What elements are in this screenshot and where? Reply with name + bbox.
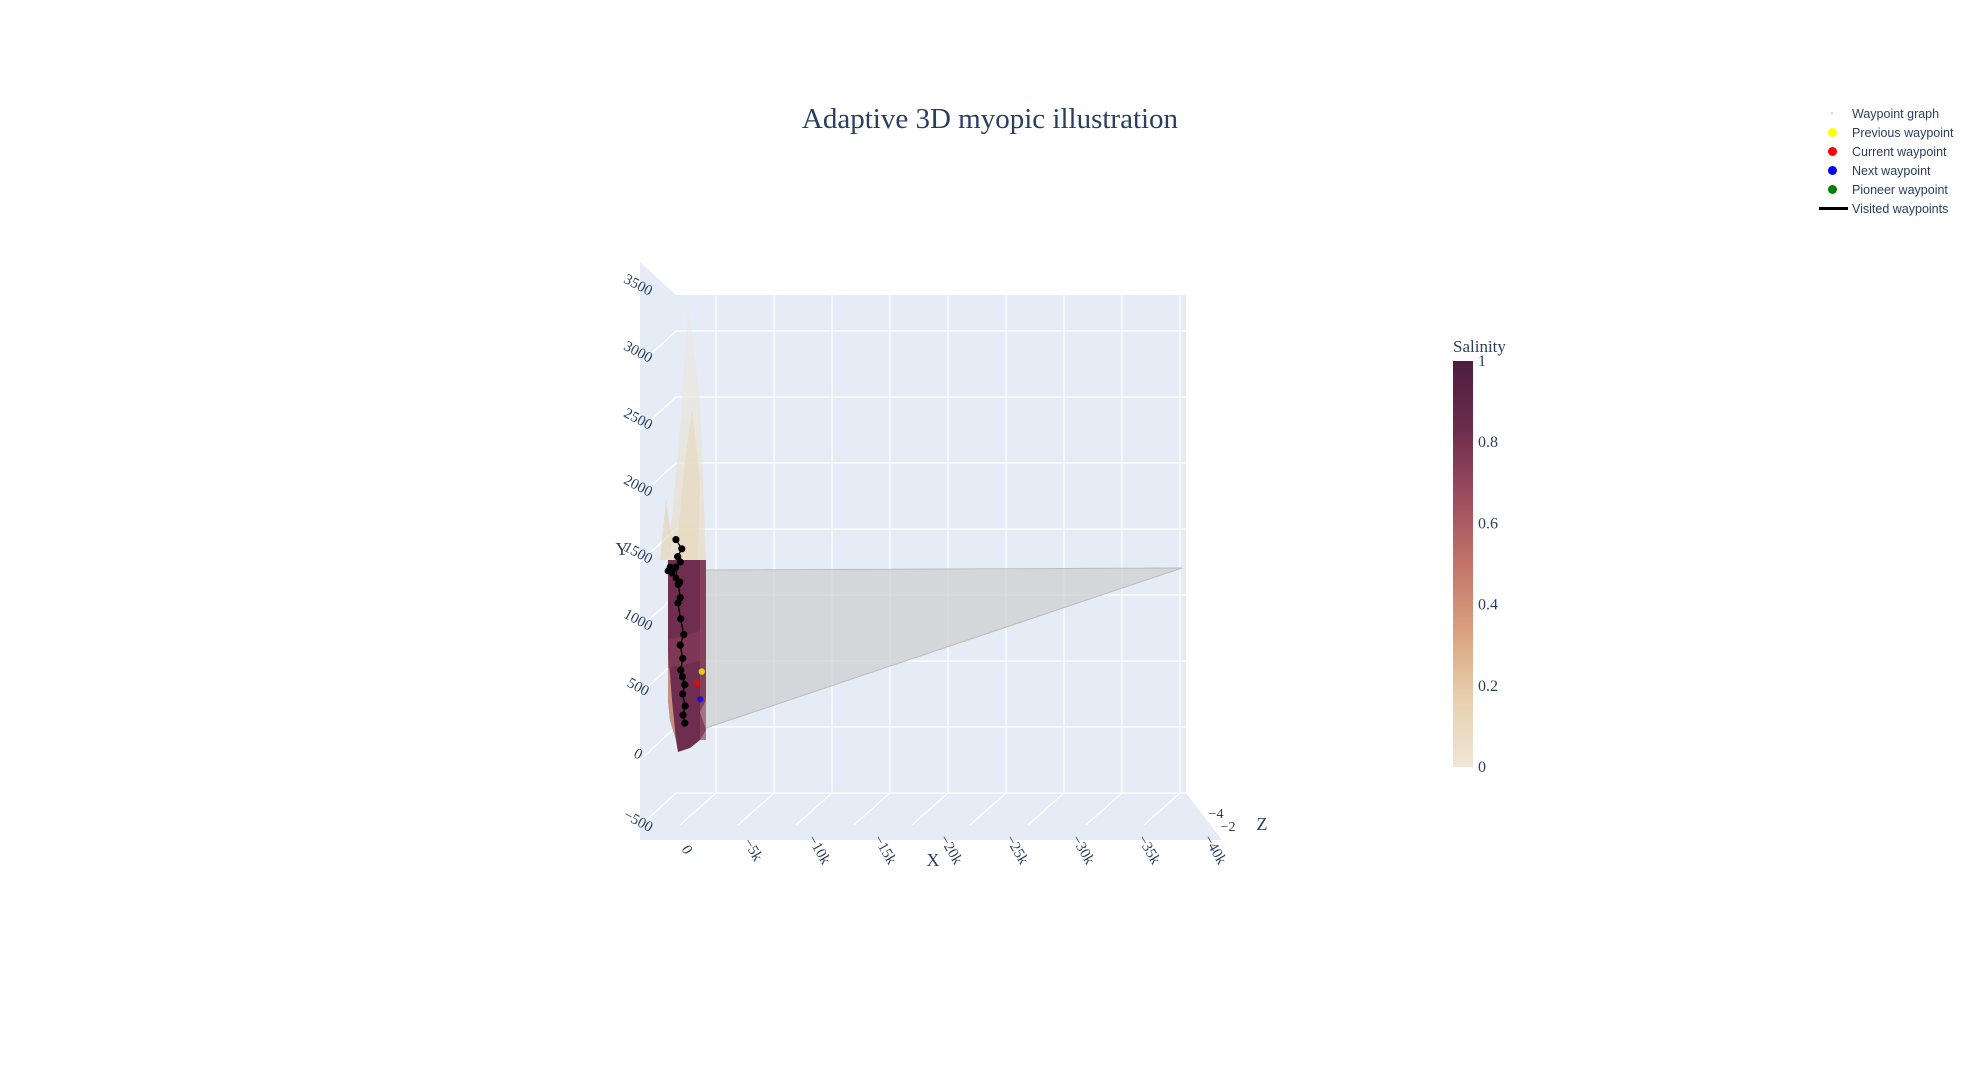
visited-waypoint xyxy=(678,673,687,681)
back-wall xyxy=(676,295,1186,793)
legend-marker xyxy=(1828,166,1837,175)
chart-title: Adaptive 3D myopic illustration xyxy=(802,103,1179,135)
grid-side-line xyxy=(639,462,677,497)
legend-marker xyxy=(1828,185,1837,194)
colorbar-tick-label: 0.4 xyxy=(1478,597,1498,614)
colorbar: Salinity 0 0.2 0.4 0.6 0.8 1 xyxy=(1453,337,1506,776)
legend-item[interactable]: Current waypoint xyxy=(1818,142,1953,161)
visited-waypoint xyxy=(677,615,685,623)
visited-waypoint xyxy=(678,545,686,553)
salinity-column-light xyxy=(668,650,676,740)
previous-waypoint xyxy=(698,668,705,675)
visited-waypoint xyxy=(676,558,684,566)
legend-item[interactable]: Waypoint graph xyxy=(1818,104,1953,123)
legend-swatch-icon xyxy=(1818,161,1848,180)
x-axis-label: X xyxy=(927,850,940,870)
ghost-spike-3 xyxy=(660,500,672,560)
legend-marker xyxy=(1828,147,1837,156)
z-tick-label: −2 xyxy=(1221,820,1236,835)
colorbar-tick-label: 1 xyxy=(1478,353,1486,370)
x-tick-label: 0 xyxy=(678,843,696,857)
legend-marker xyxy=(1831,112,1833,114)
grid-side-line xyxy=(639,792,677,827)
visited-waypoint xyxy=(681,702,689,710)
legend-label: Visited waypoints xyxy=(1852,201,1949,216)
waypoints-layer xyxy=(664,535,705,727)
colorbar-tick-label: 0.2 xyxy=(1478,678,1498,695)
visited-waypoint xyxy=(679,654,687,662)
legend: Waypoint graph Previous waypoint Current w… xyxy=(1818,104,1953,218)
legend-marker xyxy=(1828,128,1837,137)
grid-side-line xyxy=(639,726,677,761)
colorbar-ticks: 0 0.2 0.4 0.6 0.8 1 xyxy=(1478,353,1498,776)
salinity-column-mid xyxy=(668,630,704,668)
colorbar-tick-label: 0.8 xyxy=(1478,434,1498,451)
legend-marker xyxy=(1819,207,1848,210)
x-tick-label: −5k xyxy=(740,836,766,865)
salinity-column xyxy=(668,560,706,752)
grid-floor-line xyxy=(1027,792,1065,826)
grid-floor-line xyxy=(1143,792,1181,826)
grid-floor-line xyxy=(853,792,891,826)
legend-label: Next waypoint xyxy=(1852,163,1931,178)
z-axis-ticks: −2−4 xyxy=(1209,807,1236,835)
legend-swatch-icon xyxy=(1818,104,1848,123)
visited-waypoint xyxy=(671,563,680,571)
legend-swatch-icon xyxy=(1818,180,1848,199)
grid-side-line xyxy=(639,330,677,365)
legend-label: Pioneer waypoint xyxy=(1852,182,1948,197)
colorbar-tick-label: 0.6 xyxy=(1478,515,1498,532)
colorbar-tick-label: 0 xyxy=(1478,759,1486,776)
visited-waypoint xyxy=(664,567,672,575)
grid-side-line xyxy=(639,396,677,431)
ghost-spike-2 xyxy=(676,410,700,560)
grid-floor-line xyxy=(679,792,717,826)
visited-waypoint xyxy=(677,666,685,674)
visited-waypoint xyxy=(676,578,684,586)
legend-item[interactable]: Previous waypoint xyxy=(1818,123,1953,142)
grid-floor-line xyxy=(969,792,1007,826)
z-axis-label: Z xyxy=(1257,814,1268,834)
legend-swatch-icon xyxy=(1818,142,1848,161)
grid-floor-line xyxy=(737,792,775,826)
x-tick-label: −40k xyxy=(1200,833,1230,868)
legend-item[interactable]: Pioneer waypoint xyxy=(1818,180,1953,199)
visited-waypoint xyxy=(672,535,680,544)
side-wall xyxy=(640,262,676,825)
visited-waypoint xyxy=(679,690,687,698)
ghost-surface xyxy=(660,300,706,560)
legend-label: Previous waypoint xyxy=(1852,125,1954,140)
legend-swatch-icon xyxy=(1818,199,1848,218)
grid-floor-line xyxy=(911,792,949,826)
visited-waypoint xyxy=(681,719,689,727)
legend-item[interactable]: Visited waypoints xyxy=(1818,199,1953,218)
grid-floor-line xyxy=(1085,792,1123,826)
scene[interactable] xyxy=(639,262,1222,840)
colorbar-title: Salinity xyxy=(1453,337,1506,356)
grid-floor-line xyxy=(795,792,833,826)
legend-label: Waypoint graph xyxy=(1852,106,1940,121)
y-axis-label: Y xyxy=(616,539,629,559)
visited-waypoint xyxy=(679,711,687,719)
next-waypoint xyxy=(697,696,704,703)
visited-waypoint xyxy=(680,631,688,639)
floor-front-edge xyxy=(640,825,1222,840)
grid-lines xyxy=(639,295,1186,827)
visited-waypoint xyxy=(676,641,684,649)
z-tick-label: −4 xyxy=(1209,807,1224,822)
legend-label: Current waypoint xyxy=(1852,144,1947,159)
legend-swatch-icon xyxy=(1818,123,1848,142)
visited-waypoint xyxy=(681,681,689,689)
legend-item[interactable]: Next waypoint xyxy=(1818,161,1953,180)
visited-waypoint xyxy=(674,599,682,607)
current-waypoint xyxy=(694,680,701,687)
colorbar-gradient xyxy=(1453,361,1473,767)
